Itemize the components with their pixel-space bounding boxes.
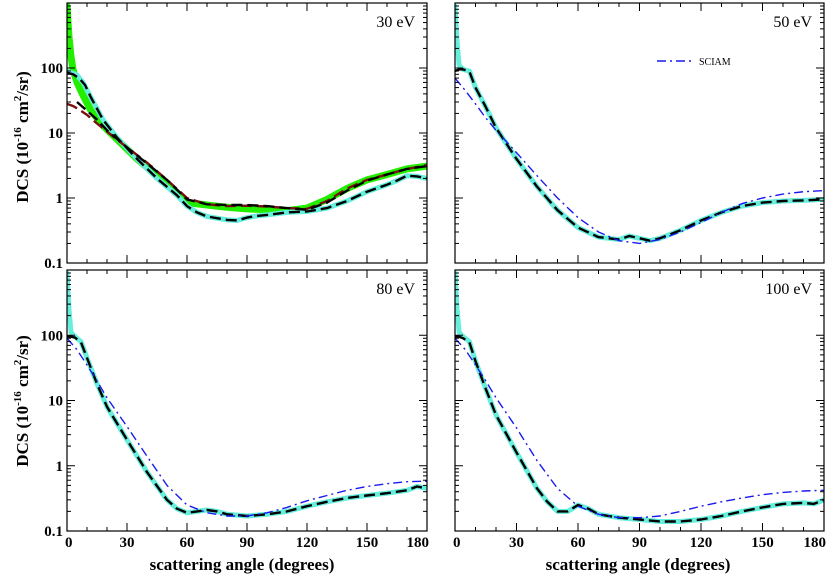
y-tick-label: 0.1 [44,256,63,272]
series-line-maroon-dashed [67,102,427,211]
x-tick-label: 30 [509,535,524,551]
series-line-sciam [67,337,427,517]
x-tick-label: 150 [751,535,774,551]
plot-frame [454,2,825,264]
energy-label: 50 eV [773,14,812,31]
x-tick-label: 90 [240,535,255,551]
plot-frame [66,269,428,532]
series-line-cyan-band [455,270,824,524]
y-axis-title-bottom: DCS (10-16 cm2/sr) [12,335,32,467]
series-line-sciam [455,77,824,245]
series-group [67,3,427,223]
x-tick-label: 120 [296,535,319,551]
panel-2: 50 eV SCIAM [454,2,825,264]
y-tick-label: 0.1 [44,524,63,540]
energy-label: 80 eV [376,281,415,298]
y-tick-label: 100 [41,61,64,77]
x-tick-label: 0 [453,535,461,551]
x-tick-label: 0 [65,535,73,551]
x-axis-title-left: scattering angle (degrees) [150,555,335,574]
x-tick-label: 150 [356,535,379,551]
series-group [455,270,824,524]
series-line-black-dashed-2 [76,101,427,211]
series-line-sciam [455,337,824,519]
x-tick-label: 30 [120,535,135,551]
plot-frame [454,269,825,532]
y-tick-label: 10 [48,394,63,410]
series-line-cyan-band [67,270,427,519]
energy-label: 100 eV [765,281,812,298]
panel-3: 0 30 60 90 120 150 180 0.1 1 10 100 80 eV [41,269,430,551]
panel-4: 0 30 60 90 120 150 180 100 eV [453,269,827,551]
y-tick-label: 100 [41,328,64,344]
series-group [455,3,824,245]
series-group [67,270,427,519]
y-tick-label: 1 [56,459,64,475]
x-tick-label: 60 [571,535,586,551]
series-line-black-dashed [67,335,427,518]
legend-label-sciam: SCIAM [699,57,731,68]
y-tick-label: 1 [56,191,64,207]
x-tick-label: 180 [804,535,827,551]
x-tick-label: 120 [690,535,713,551]
x-axis-title-right: scattering angle (degrees) [546,555,731,574]
series-line-black-dashed [455,335,824,523]
y-axis-title-top: DCS (10-16 cm2/sr) [12,71,32,203]
x-tick-label: 90 [632,535,647,551]
y-tick-label: 10 [48,126,63,142]
energy-label: 30 eV [376,14,415,31]
panel-1: 0.1 1 10 100 30 eV [41,2,428,272]
series-line-cyan-band [455,3,824,244]
series-line-black-dashed [67,71,427,222]
x-tick-label: 180 [407,535,430,551]
plot-frame [66,2,428,264]
series-line-black-dashed [455,68,824,242]
x-tick-label: 60 [180,535,195,551]
